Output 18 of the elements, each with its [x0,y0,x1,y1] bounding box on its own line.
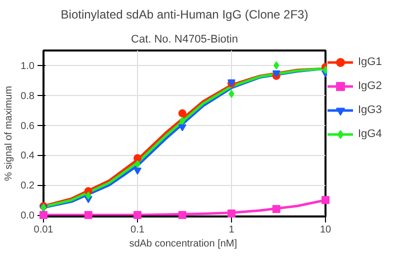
x-tick-label: 1 [228,224,235,236]
y-tick-label: 0.6 [20,120,35,132]
y-tick-label: 0.4 [20,150,35,162]
chart-subtitle: Cat. No. N4705-Biotin [131,34,238,46]
x-tick-label: 10 [320,224,332,236]
legend-label: IgG1 [358,56,382,68]
legend-label: IgG4 [358,128,382,140]
legend-label: IgG3 [358,104,382,116]
y-tick-label: 0.2 [20,180,35,192]
chart-title: Biotinylated sdAb anti-Human IgG (Clone 2F3) [60,8,308,22]
y-tick-label: 1.0 [20,60,35,72]
x-tick-label: 0.01 [34,224,54,236]
y-axis-title: % signal of maximum [4,86,15,182]
x-tick-label: 0.1 [130,224,145,236]
y-tick-label: 0.0 [20,210,35,222]
x-axis-title: sdAb concentration [nM] [129,238,238,250]
y-tick-label: 0.8 [20,90,35,102]
legend-label: IgG2 [358,80,382,92]
